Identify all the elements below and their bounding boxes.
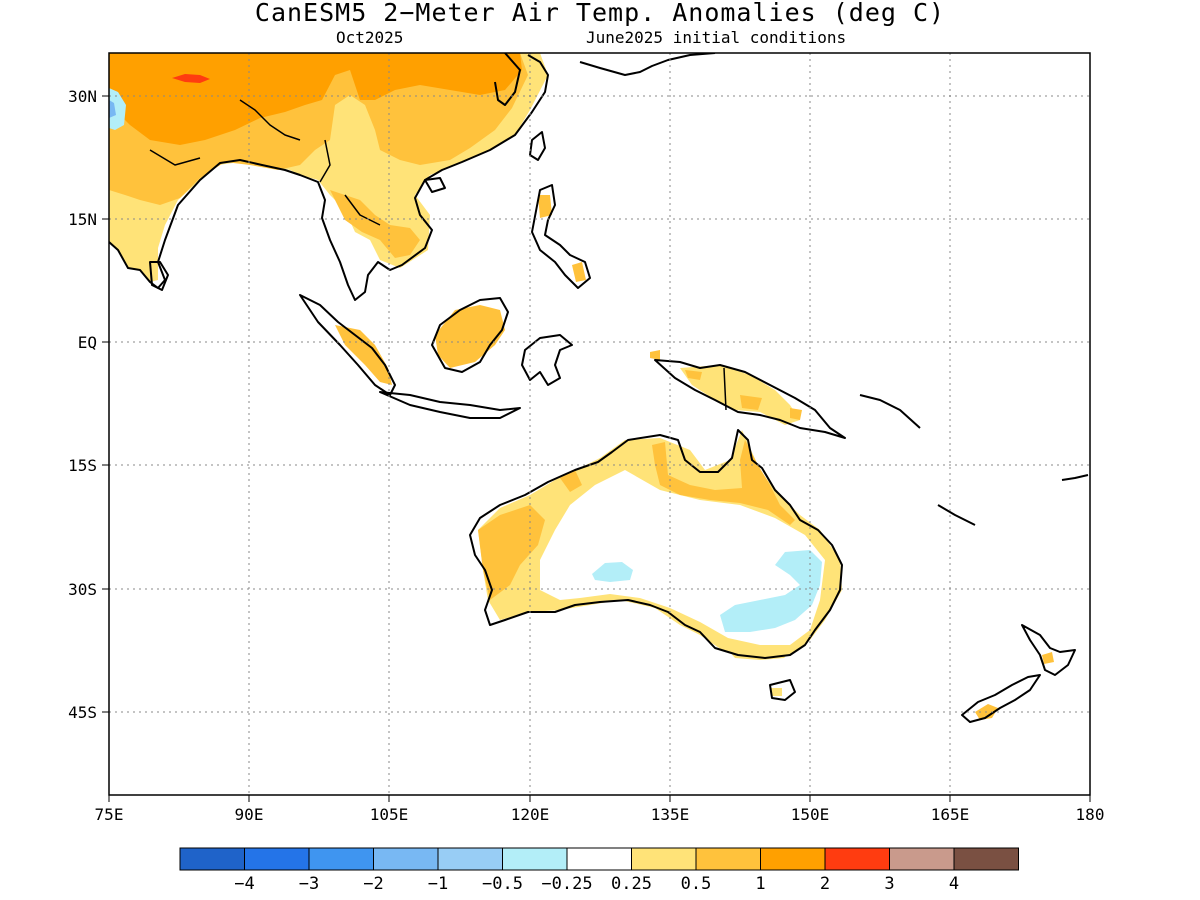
lat-tick-label: 45S [68,703,97,722]
colorbar-label: 3 [884,874,894,894]
colorbar-swatch [308,847,374,871]
coast-nz-south [961,674,1041,723]
colorbar-label: −3 [299,874,319,894]
anomaly-sumatra [335,325,392,385]
coast-australia [469,429,843,659]
forecast-month: Oct2025 [336,28,404,47]
lon-tick-label: 135E [651,805,690,824]
anomaly-west-cool-2 [109,100,116,118]
colorbar-swatch [631,847,697,871]
lat-tick-label: 15S [68,456,97,475]
colorbar-label: 0.5 [681,874,712,894]
coast-philippines [531,184,591,289]
coast-korea [494,53,521,106]
colorbar-swatch [244,847,310,871]
colorbar: −4 −3 −2 −1 −0.5 −0.25 0.25 0.5 1 2 3 4 [179,847,1019,894]
colorbar-label: −4 [234,874,254,894]
anomaly-shading [109,53,1054,720]
colorbar-label: 0.25 [611,874,652,894]
colorbar-swatch [179,847,245,871]
anomaly-australia-cool-central [592,562,633,582]
anomaly-borneo [435,305,505,368]
colorbar-label: 2 [820,874,830,894]
lon-tick-label: 90E [235,805,264,824]
colorbar-swatch [889,847,955,871]
coast-sulawesi [521,334,573,386]
colorbar-label: 4 [949,874,959,894]
coast-java [379,391,521,419]
lon-tick-label: 165E [931,805,970,824]
map-title: CanESM5 2−Meter Air Temp. Anomalies (deg… [254,0,946,27]
coast-japan [579,53,716,76]
lon-tick-label: 105E [370,805,409,824]
coast-tasmania [769,679,796,701]
coast-fiji [1061,474,1089,481]
anomaly-australia-north-mod [652,440,795,525]
lat-tick-label: 30S [68,580,97,599]
anomaly-tibet-extreme [172,74,210,83]
lon-tick-label: 120E [511,805,550,824]
coastlines [109,53,1089,723]
colorbar-label: −0.5 [482,874,523,894]
coast-taiwan [529,131,546,161]
anomaly-new-zealand [975,652,1054,720]
colorbar-label: −2 [363,874,383,894]
lon-axis: 75E 90E 105E 120E 135E 150E 165E 180 [95,795,1105,824]
plot-frame [108,52,1091,796]
coast-vanuatu [937,504,976,526]
lat-axis: 30N 15N EQ 15S 30S 45S [68,87,109,722]
coast-sumatra [299,294,396,396]
coast-asia-mainland [109,54,549,301]
colorbar-swatch [566,847,632,871]
lat-tick-label: 15N [68,210,97,229]
colorbar-swatch [502,847,568,871]
anomaly-west-cool [109,88,126,130]
coast-solomons [859,394,921,429]
anomaly-asia-strong [109,53,522,145]
coast-hainan [424,177,446,193]
lon-tick-label: 150E [791,805,830,824]
anomaly-australia-cool-east [720,550,822,632]
lon-tick-label: 75E [95,805,124,824]
colorbar-label: 1 [755,874,765,894]
coast-nz-north [1021,624,1076,676]
colorbar-swatch [695,847,761,871]
colorbar-label: −1 [428,874,448,894]
colorbar-swatch [953,847,1019,871]
colorbar-swatch [760,847,826,871]
colorbar-swatch [824,847,890,871]
initial-conditions-label: June2025 initial conditions [586,28,847,47]
anomaly-philippines [538,195,586,282]
lat-tick-label: 30N [68,87,97,106]
colorbar-label: −0.25 [541,874,592,894]
lat-tick-label: EQ [78,333,97,352]
country-borders [149,99,727,411]
gridlines [109,53,1090,795]
lon-tick-label: 180 [1076,805,1105,824]
coast-new-guinea [654,359,846,439]
coast-sri-lanka [149,261,169,291]
colorbar-swatch [373,847,439,871]
colorbar-swatch [437,847,503,871]
coast-borneo [431,297,509,373]
